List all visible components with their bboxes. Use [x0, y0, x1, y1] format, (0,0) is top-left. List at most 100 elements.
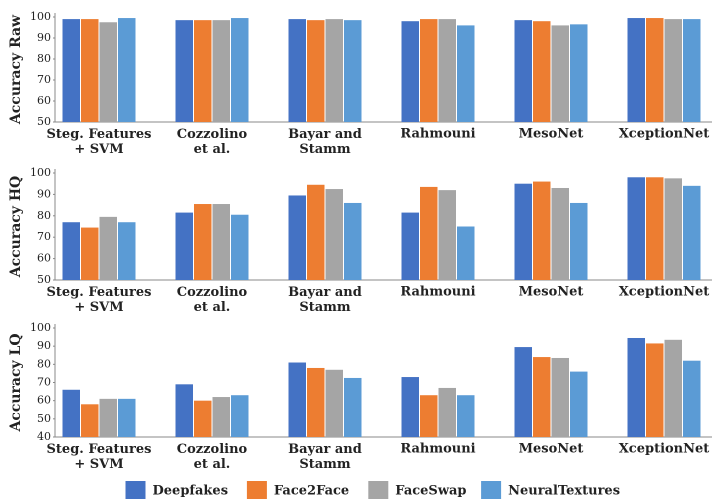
bar: [438, 387, 456, 437]
bar: [514, 347, 532, 437]
bar: [231, 395, 249, 437]
bar: [307, 20, 325, 122]
bar: [438, 190, 456, 280]
bar: [401, 212, 419, 280]
bar: [551, 187, 569, 280]
bar: [81, 404, 99, 437]
x-tick-label: Cozzolino et al.: [177, 285, 248, 315]
x-tick-label: Rahmouni: [400, 285, 475, 300]
bar: [81, 227, 99, 280]
y-tick-label: 90: [37, 339, 51, 352]
y-tick-label: 70: [37, 73, 51, 86]
y-axis-label: Accuracy Raw: [8, 14, 24, 125]
bar: [420, 19, 438, 123]
bar: [194, 204, 212, 280]
legend-swatch: [481, 481, 502, 499]
bar: [344, 377, 362, 437]
bar: [288, 362, 306, 437]
y-tick-label: 60: [37, 252, 51, 265]
y-tick-label: 70: [37, 376, 51, 389]
bar: [99, 216, 117, 280]
bar: [551, 25, 569, 122]
bar: [118, 222, 136, 280]
bar: [307, 367, 325, 437]
bar: [570, 371, 588, 437]
bar: [212, 397, 230, 437]
bar: [325, 369, 343, 437]
bar: [325, 19, 343, 123]
bar: [627, 18, 645, 122]
x-tick-label: Steg. Features + SVM: [47, 127, 152, 157]
bar: [420, 186, 438, 280]
y-tick-label: 100: [30, 166, 51, 179]
bar: [457, 25, 475, 122]
bar: [175, 384, 193, 437]
y-axis-label: Accuracy LQ: [8, 333, 24, 432]
bar: [231, 18, 249, 122]
bar: [514, 183, 532, 280]
y-tick-label: 50: [37, 115, 51, 128]
legend-swatch: [246, 481, 267, 499]
y-tick-label: 80: [37, 52, 51, 65]
bar: [175, 212, 193, 280]
y-tick-label: 100: [30, 10, 51, 23]
bar: [81, 19, 99, 123]
bar: [438, 19, 456, 123]
x-tick-label: Bayar and Stamm: [288, 127, 362, 157]
x-tick-label: Steg. Features + SVM: [47, 285, 152, 315]
bar: [288, 195, 306, 280]
x-tick-label: Cozzolino et al.: [177, 127, 248, 157]
bar: [570, 24, 588, 123]
bar: [533, 181, 551, 280]
bar: [194, 20, 212, 122]
x-tick-label: XceptionNet: [619, 127, 710, 142]
bar: [646, 18, 664, 122]
bar: [627, 337, 645, 437]
bar: [212, 20, 230, 122]
bar: [664, 178, 682, 280]
bar: [401, 21, 419, 123]
bar: [533, 21, 551, 123]
bar: [212, 204, 230, 280]
bar: [231, 214, 249, 280]
bar: [646, 177, 664, 280]
bar: [514, 20, 532, 122]
bar: [683, 360, 701, 437]
bar: [307, 184, 325, 280]
bar: [533, 357, 551, 437]
bar: [344, 20, 362, 122]
bar: [99, 398, 117, 437]
bar: [457, 226, 475, 280]
bar: [551, 357, 569, 437]
x-tick-label: Cozzolino et al.: [177, 442, 248, 472]
bar: [175, 20, 193, 122]
x-tick-label: Bayar and Stamm: [288, 442, 362, 472]
x-tick-label: MesoNet: [519, 285, 584, 300]
bar: [62, 222, 80, 280]
y-tick-label: 40: [37, 430, 51, 443]
legend-swatch: [368, 481, 389, 499]
bar: [401, 377, 419, 437]
x-tick-label: MesoNet: [519, 442, 584, 457]
bar: [664, 339, 682, 437]
legend-label: FaceSwap: [395, 484, 466, 499]
x-tick-label: XceptionNet: [619, 285, 710, 300]
x-tick-label: Rahmouni: [400, 127, 475, 142]
y-tick-label: 90: [37, 31, 51, 44]
legend-swatch: [125, 481, 146, 499]
bar: [420, 395, 438, 437]
bar: [570, 202, 588, 280]
bar: [683, 19, 701, 123]
legend-label: Face2Face: [274, 484, 349, 499]
bar: [664, 19, 682, 123]
bar: [62, 19, 80, 123]
x-tick-label: MesoNet: [519, 127, 584, 142]
bar: [627, 177, 645, 280]
bar: [118, 398, 136, 437]
x-tick-label: Steg. Features + SVM: [47, 442, 152, 472]
y-tick-label: 100: [30, 321, 51, 334]
bar: [118, 18, 136, 122]
y-tick-label: 70: [37, 230, 51, 243]
x-tick-label: Rahmouni: [400, 442, 475, 457]
